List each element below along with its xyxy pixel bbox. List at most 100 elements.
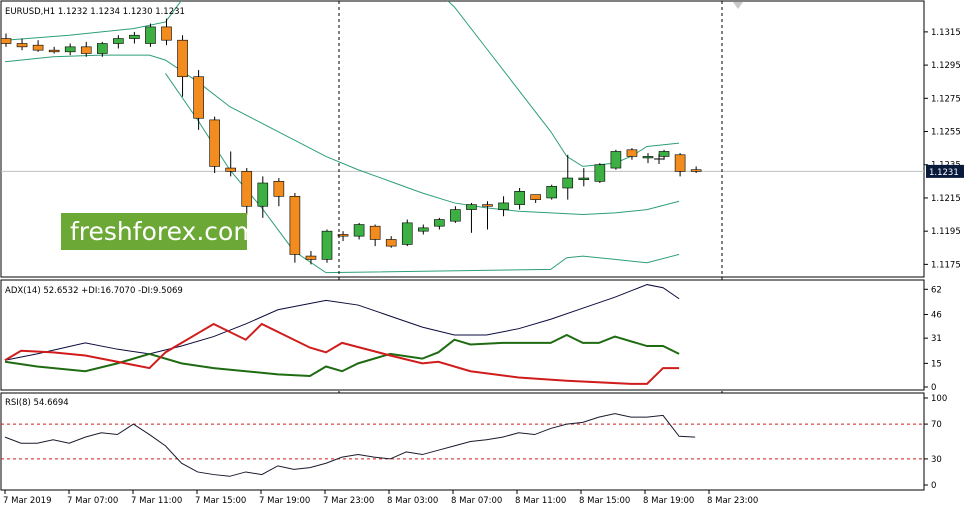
candle-body <box>177 39 188 78</box>
candle <box>546 184 558 200</box>
candle <box>32 40 44 52</box>
candle <box>482 201 493 230</box>
current-price-tag: 1.1231 <box>926 164 964 178</box>
time-tick-label: 7 Mar 2019 <box>3 496 51 506</box>
rsi-panel[interactable]: 100 70 30 0 RSI(8) 54.6694 <box>0 392 947 491</box>
candle <box>209 116 220 174</box>
candle-body <box>546 186 558 199</box>
price-panel[interactable]: 1.13151.12951.12751.12551.12351.12151.11… <box>0 0 964 490</box>
candle <box>177 35 188 97</box>
candle-body <box>32 44 44 51</box>
candle-body <box>562 177 574 189</box>
candle-body <box>434 219 445 227</box>
candle-body <box>113 38 124 44</box>
candle <box>434 217 445 230</box>
candle-body <box>578 177 590 180</box>
price-chart-title: EURUSD,H1 1.1232 1.1234 1.1230 1.1231 <box>5 7 185 17</box>
candle-body <box>401 222 413 245</box>
candle <box>64 43 76 56</box>
candle <box>353 222 365 240</box>
candle <box>145 23 156 47</box>
rsi-tick-label: 0 <box>931 481 936 491</box>
candle <box>498 196 509 217</box>
candle <box>48 46 60 54</box>
time-tick-label: 8 Mar 11:00 <box>515 496 566 506</box>
candle <box>273 178 285 207</box>
adx-tick-label: 46 <box>931 311 942 321</box>
watermark-logo: freshforex.com <box>61 213 258 250</box>
candle-body <box>129 34 140 39</box>
price-tick-label: 1.1255 <box>931 128 961 138</box>
candle <box>16 38 28 51</box>
candle <box>401 219 413 247</box>
adx-indicator-title: ADX(14) 52.6532 +DI:16.7070 -DI:9.5069 <box>5 286 183 296</box>
candle-body <box>690 169 702 172</box>
candle-body <box>658 151 670 157</box>
bollinger-middle-band <box>4 54 680 216</box>
candle <box>305 251 317 265</box>
candle <box>674 153 686 177</box>
candle <box>225 151 236 177</box>
rsi-tick-label: 30 <box>931 455 942 465</box>
time-tick-label: 8 Mar 23:00 <box>707 496 758 506</box>
candle-body <box>289 195 301 255</box>
candle <box>80 41 92 57</box>
candle <box>289 192 301 263</box>
candle-body <box>64 46 76 53</box>
candle <box>514 187 525 210</box>
chart-shift-marker[interactable] <box>733 2 743 9</box>
candle-body <box>161 26 172 41</box>
candle <box>658 149 670 160</box>
price-tick-label: 1.1275 <box>931 94 961 104</box>
candle <box>97 41 108 57</box>
candle <box>193 70 204 130</box>
candle <box>0 33 12 47</box>
candle-body <box>530 194 541 200</box>
candle <box>369 224 381 247</box>
candle <box>337 231 349 242</box>
candle <box>385 236 397 248</box>
time-tick-label: 8 Mar 19:00 <box>643 496 694 506</box>
price-tick-label: 1.1315 <box>931 28 961 38</box>
candle-body <box>642 156 654 159</box>
time-tick-label: 8 Mar 15:00 <box>579 496 630 506</box>
candle <box>241 168 253 215</box>
candle <box>578 168 590 187</box>
candle-body <box>145 26 156 44</box>
candle-body <box>466 204 477 210</box>
adx-line <box>4 284 680 361</box>
watermark-text: freshforex.com <box>70 217 258 246</box>
candle <box>690 166 702 174</box>
rsi-line <box>4 413 696 477</box>
candle <box>417 224 429 235</box>
adx-panel[interactable]: 62 46 31 15 0 ADX(14) 52.6532 +DI:16.7070 -D… <box>0 279 942 393</box>
candle <box>257 176 269 218</box>
candle-body <box>97 43 108 54</box>
time-tick-label: 7 Mar 23:00 <box>323 496 374 506</box>
candle-body <box>16 43 28 48</box>
candle-body <box>450 209 461 222</box>
candle-body <box>337 234 349 237</box>
price-tick-label: 1.1215 <box>931 194 961 204</box>
candle-body <box>241 171 253 207</box>
price-tick-label: 1.1295 <box>931 61 961 71</box>
candle-body <box>514 191 525 205</box>
adx-tick-label: 0 <box>931 383 936 393</box>
candle-body <box>353 224 365 237</box>
current-price-label: 1.1231 <box>929 168 959 178</box>
time-tick-label: 7 Mar 19:00 <box>259 496 310 506</box>
time-axis: 7 Mar 2019 7 Mar 07:00 7 Mar 11:00 7 Mar 15… <box>3 490 758 506</box>
candle-body <box>482 204 493 207</box>
rsi-tick-label: 100 <box>931 394 947 404</box>
price-tick-label: 1.1195 <box>931 227 961 237</box>
candle-body <box>369 225 381 240</box>
candle <box>161 18 172 46</box>
time-tick-label: 7 Mar 11:00 <box>131 496 182 506</box>
candle <box>450 206 461 223</box>
candle-body <box>610 151 622 169</box>
price-tick-label: 1.1175 <box>931 260 961 270</box>
candle <box>610 149 622 170</box>
time-tick-label: 8 Mar 03:00 <box>387 496 438 506</box>
rsi-indicator-title: RSI(8) 54.6694 <box>5 398 69 408</box>
